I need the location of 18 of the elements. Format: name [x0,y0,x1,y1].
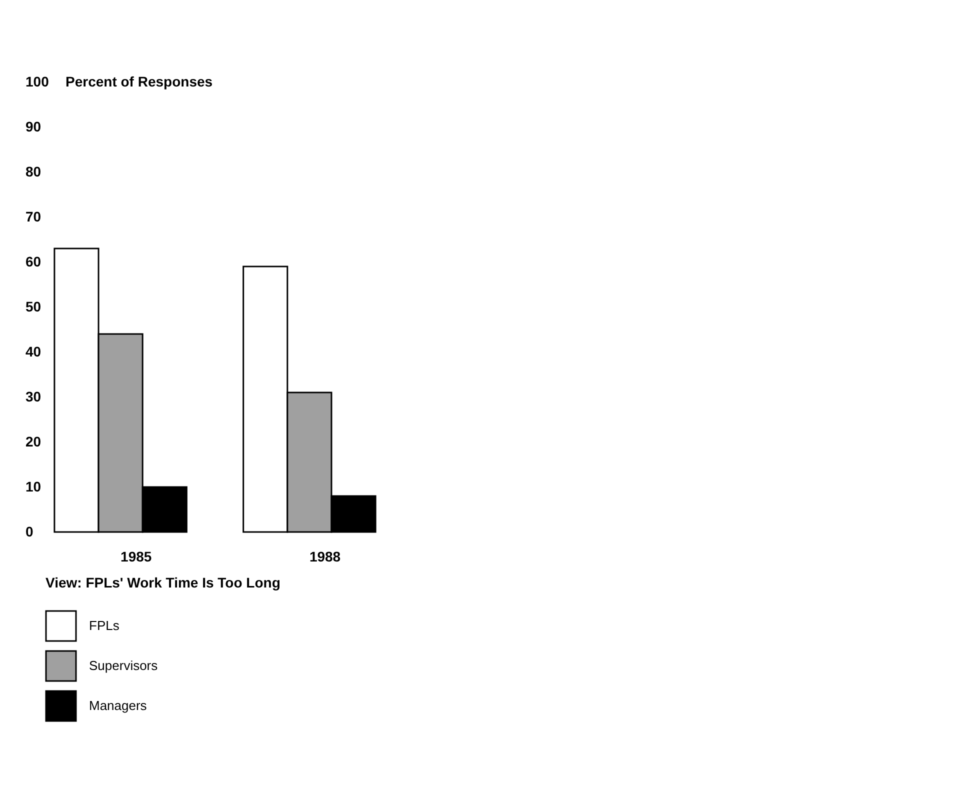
legend-label: Managers [89,698,148,713]
y-tick-label: 80 [26,164,42,180]
x-axis-title: View: FPLs' Work Time Is Too Long [46,574,280,590]
y-tick-label: 20 [26,434,42,450]
y-tick-label: 70 [26,208,42,224]
y-tick-label: 90 [26,118,42,134]
y-tick-label: 0 [26,524,34,540]
y-tick-label: 30 [26,388,42,404]
y-tick-label: 100 [26,74,50,90]
y-tick-label: 40 [26,344,42,360]
legend-label: FPLs [89,618,120,633]
x-tick-label: 1988 [309,548,341,564]
y-axis-title: Percent of Responses [66,74,213,90]
legend-label: Supervisors [89,658,158,673]
x-tick-label: 1985 [120,548,152,564]
y-tick-label: 60 [26,254,42,270]
y-tick-label: 10 [26,478,42,494]
y-tick-label: 50 [26,298,42,314]
